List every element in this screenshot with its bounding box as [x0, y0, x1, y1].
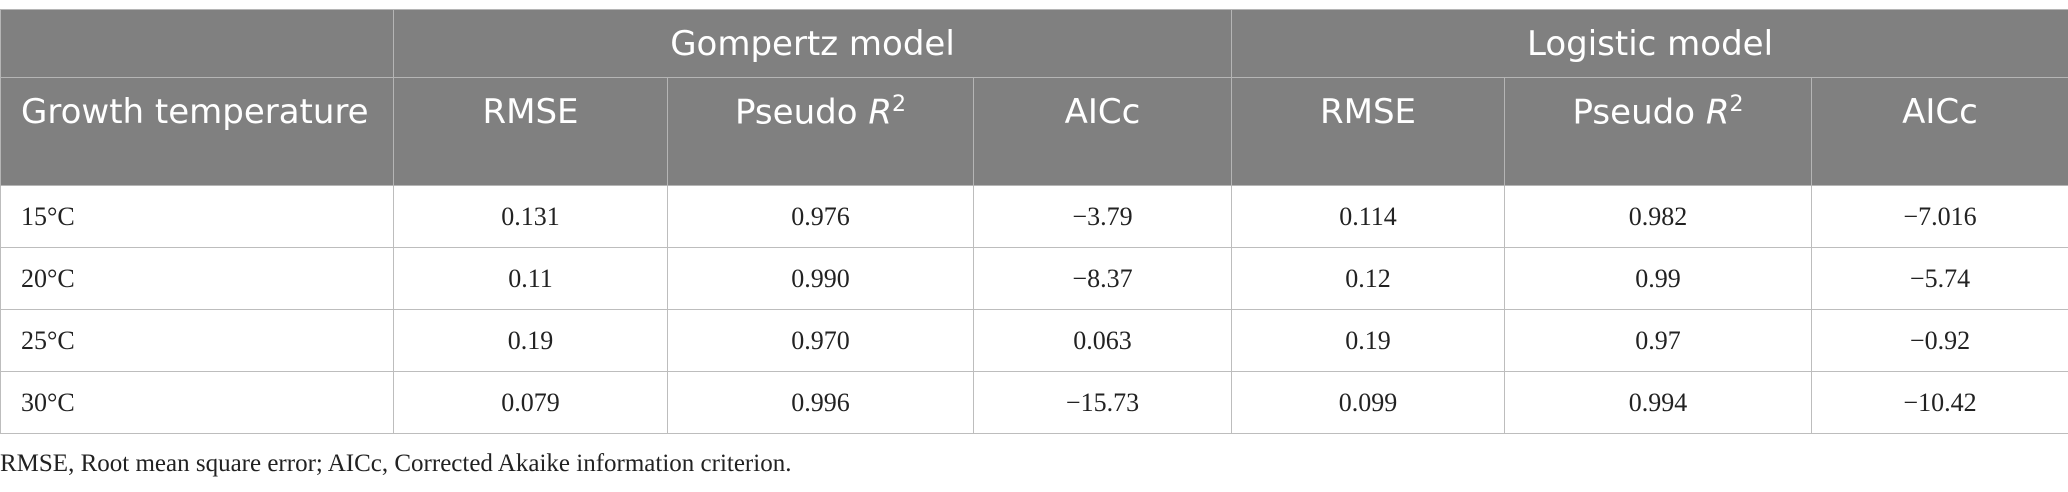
cell: 0.982 — [1504, 185, 1812, 248]
table-row: 25°C 0.19 0.970 0.063 0.19 0.97 −0.92 — [0, 309, 2068, 372]
table-row: 20°C 0.11 0.990 −8.37 0.12 0.99 −5.74 — [0, 247, 2068, 310]
column-header: RMSE — [393, 77, 668, 186]
cell: 0.063 — [973, 309, 1232, 372]
cell: −10.42 — [1810, 371, 2068, 434]
column-header: Pseudo R2 — [667, 77, 974, 186]
cell: 0.099 — [1231, 371, 1505, 434]
row-label: 30°C — [0, 371, 394, 434]
column-header: AICc — [1810, 77, 2068, 186]
cell: −3.79 — [973, 185, 1232, 248]
group-header-row: Gompertz model Logistic model — [0, 9, 2068, 78]
cell: −15.73 — [973, 371, 1232, 434]
row-label: 20°C — [0, 247, 394, 310]
group-header: Gompertz model — [393, 9, 1232, 78]
cell: 0.114 — [1231, 185, 1505, 248]
cell: 0.11 — [393, 247, 668, 310]
row-header: Growth temperature — [0, 77, 394, 186]
cell: 0.976 — [667, 185, 974, 248]
column-header: Pseudo R2 — [1504, 77, 1812, 186]
cell: 0.996 — [667, 371, 974, 434]
empty-header — [0, 9, 394, 78]
row-label: 25°C — [0, 309, 394, 372]
cell: 0.12 — [1231, 247, 1505, 310]
cell: −7.016 — [1810, 185, 2068, 248]
header-prefix: Pseudo — [1572, 92, 1696, 133]
cell: 0.990 — [667, 247, 974, 310]
results-table: Gompertz model Logistic model Growth tem… — [0, 9, 2068, 434]
cell: 0.131 — [393, 185, 668, 248]
cell: 0.994 — [1504, 371, 1812, 434]
header-symbol: R — [1705, 92, 1730, 133]
header-symbol: R — [868, 92, 892, 133]
row-label: 15°C — [0, 185, 394, 248]
cell: 0.99 — [1504, 247, 1812, 310]
cell: 0.97 — [1504, 309, 1812, 372]
cell: −8.37 — [973, 247, 1232, 310]
cell: −5.74 — [1810, 247, 2068, 310]
cell: 0.079 — [393, 371, 668, 434]
column-header: RMSE — [1231, 77, 1505, 186]
header-prefix: Pseudo — [735, 92, 858, 133]
cell: −0.92 — [1810, 309, 2068, 372]
header-superscript: 2 — [1729, 92, 1744, 117]
cell: 0.19 — [1231, 309, 1505, 372]
cell: 0.970 — [667, 309, 974, 372]
column-header-row: Growth temperature RMSE Pseudo R2 AICc RMSE… — [0, 77, 2068, 186]
footnote: RMSE, Root mean square error; AICc, Corr… — [0, 450, 792, 477]
table-body: 15°C 0.131 0.976 −3.79 0.114 0.982 −7.016 20°C 0… — [0, 185, 2068, 434]
header-superscript: 2 — [891, 92, 906, 117]
cell: 0.19 — [393, 309, 668, 372]
group-header: Logistic model — [1230, 9, 2068, 78]
column-header: AICc — [973, 77, 1232, 186]
table-row: 15°C 0.131 0.976 −3.79 0.114 0.982 −7.016 — [0, 185, 2068, 248]
table-row: 30°C 0.079 0.996 −15.73 0.099 0.994 −10.42 — [0, 371, 2068, 434]
